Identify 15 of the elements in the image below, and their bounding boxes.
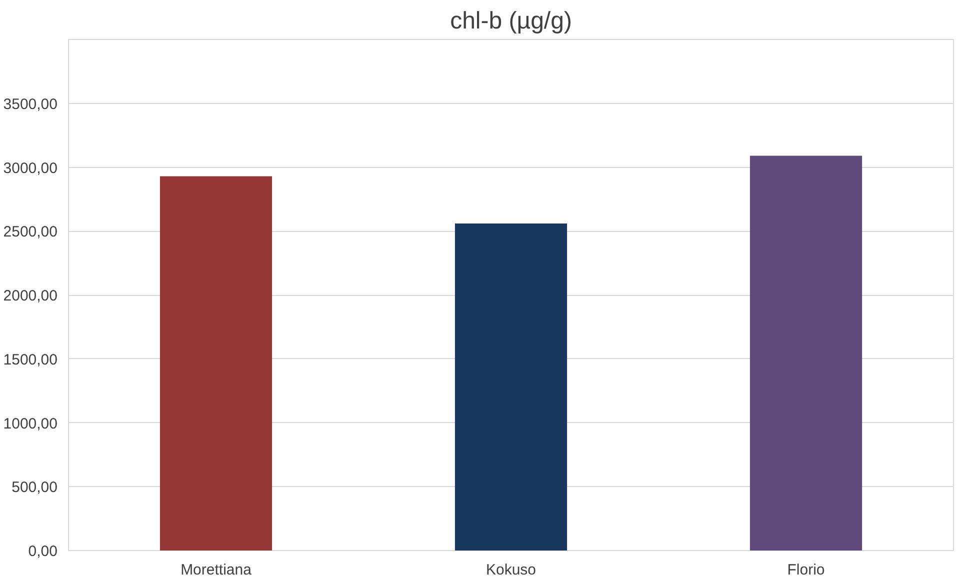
y-tick-label: 2000,00 bbox=[3, 288, 58, 304]
bar bbox=[454, 223, 568, 550]
y-tick-label: 1000,00 bbox=[3, 415, 58, 432]
x-tick-label: Morettiana bbox=[180, 562, 252, 578]
x-tick-label: Florio bbox=[787, 562, 825, 578]
y-tick-label: 3500,00 bbox=[3, 96, 58, 113]
bar bbox=[750, 156, 862, 550]
x-tick-label: Kokuso bbox=[486, 562, 536, 578]
y-tick-label: 500,00 bbox=[12, 479, 58, 496]
y-tick-label: 1500,00 bbox=[3, 351, 58, 368]
y-tick-label: 3000,00 bbox=[3, 160, 58, 177]
y-tick-label: 0,00 bbox=[28, 543, 58, 560]
chart-title: chl-b (µg/g) bbox=[450, 8, 572, 34]
y-tick-label: 2500,00 bbox=[3, 224, 58, 241]
bar bbox=[160, 176, 272, 550]
